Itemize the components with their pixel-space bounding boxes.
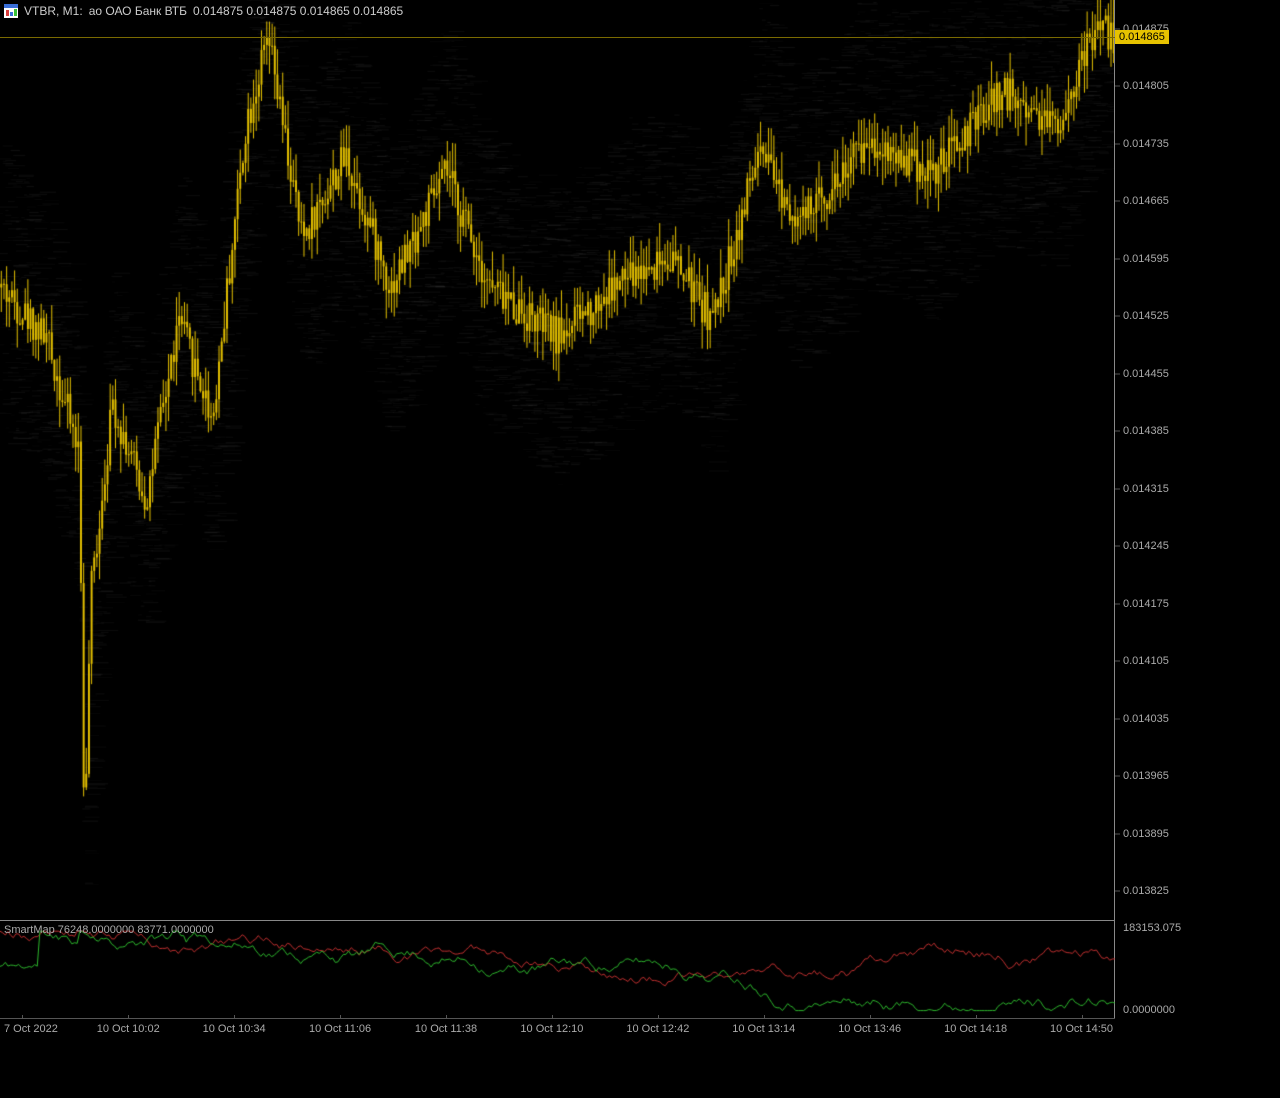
smartmap-subchart[interactable]: SmartMap 76248.0000000 83771.0000000 (0, 920, 1115, 1018)
x-tick-label: 10 Oct 12:10 (520, 1023, 583, 1035)
x-tick-label: 10 Oct 13:14 (732, 1023, 795, 1035)
main-price-chart[interactable] (0, 0, 1115, 920)
y-tick-label: 0.014455 (1123, 368, 1169, 380)
sub-y-bottom: 0.0000000 (1123, 1004, 1175, 1016)
symbol-text: VTBR, M1: (24, 4, 83, 18)
description-text: ао ОАО Банк ВТБ (89, 4, 187, 18)
axis-divider (1114, 0, 1115, 1018)
current-price-line (0, 37, 1115, 38)
x-tick-label: 10 Oct 10:34 (203, 1023, 266, 1035)
y-tick-label: 0.013895 (1123, 828, 1169, 840)
y-tick-label: 0.014595 (1123, 253, 1169, 265)
y-tick-label: 0.014385 (1123, 425, 1169, 437)
price-y-axis: 0.0148750.0148050.0147350.0146650.014595… (1115, 0, 1280, 920)
ohlc-text: 0.014875 0.014875 0.014865 0.014865 (193, 4, 403, 18)
y-tick-label: 0.014735 (1123, 138, 1169, 150)
y-tick-label: 0.014175 (1123, 598, 1169, 610)
y-tick-label: 0.013825 (1123, 885, 1169, 897)
chart-icon (4, 4, 18, 18)
x-tick-label: 10 Oct 11:06 (309, 1023, 371, 1035)
smartmap-y-axis: 183153.075 0.0000000 (1115, 920, 1280, 1018)
y-tick-label: 0.014805 (1123, 80, 1169, 92)
chart-container: VTBR, M1: ао ОАО Банк ВТБ 0.014875 0.014… (0, 0, 1280, 1098)
y-tick-label: 0.014105 (1123, 655, 1169, 667)
time-x-axis: 7 Oct 2022 10 Oct 10:02 10 Oct 10:34 10 Oct… (0, 1018, 1115, 1098)
x-tick-label: 10 Oct 11:38 (415, 1023, 477, 1035)
y-tick-label: 0.014665 (1123, 195, 1169, 207)
x-tick-label: 10 Oct 13:46 (838, 1023, 901, 1035)
y-tick-label: 0.013965 (1123, 770, 1169, 782)
y-tick-label: 0.014245 (1123, 540, 1169, 552)
sub-y-top: 183153.075 (1123, 922, 1181, 934)
chart-header: VTBR, M1: ао ОАО Банк ВТБ 0.014875 0.014… (4, 4, 403, 18)
x-tick-label: 10 Oct 14:50 (1050, 1023, 1113, 1035)
smartmap-label: SmartMap 76248.0000000 83771.0000000 (4, 924, 214, 936)
x-tick-label: 10 Oct 10:02 (97, 1023, 160, 1035)
x-tick-label: 10 Oct 14:18 (944, 1023, 1007, 1035)
current-price-badge: 0.014865 (1115, 30, 1169, 44)
x-tick-label: 10 Oct 12:42 (626, 1023, 689, 1035)
price-candles (0, 0, 1115, 920)
x-tick-label: 7 Oct 2022 (4, 1023, 58, 1035)
y-tick-label: 0.014035 (1123, 713, 1169, 725)
y-tick-label: 0.014525 (1123, 310, 1169, 322)
y-tick-label: 0.014315 (1123, 483, 1169, 495)
